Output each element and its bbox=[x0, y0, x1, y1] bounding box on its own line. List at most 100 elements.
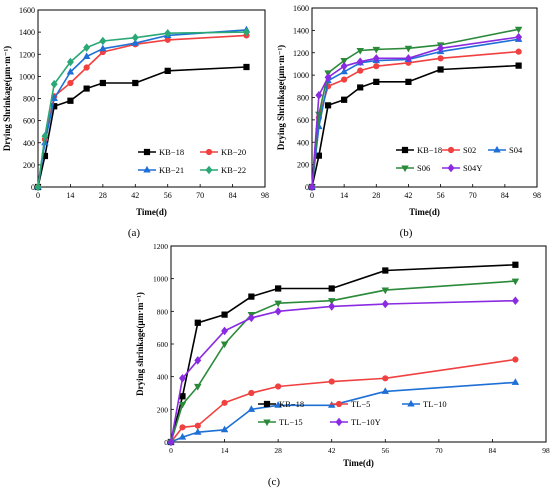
data-point bbox=[83, 85, 90, 92]
data-point bbox=[372, 54, 380, 63]
x-tick-label: 70 bbox=[196, 191, 204, 200]
legend-label: KB−21 bbox=[159, 165, 184, 175]
series-KB−18 bbox=[308, 62, 522, 191]
data-point bbox=[34, 182, 42, 192]
series-line bbox=[37, 34, 247, 188]
y-tick-label: 0 bbox=[164, 438, 168, 447]
series-KB−20 bbox=[34, 32, 250, 191]
data-point bbox=[179, 374, 186, 383]
data-point bbox=[194, 319, 201, 326]
x-tick-label: 14 bbox=[340, 191, 348, 200]
x-tick-label: 98 bbox=[542, 446, 550, 455]
data-point bbox=[67, 97, 74, 104]
legend-marker bbox=[143, 148, 151, 156]
data-point bbox=[50, 79, 58, 89]
legend-label: S04Y bbox=[463, 163, 482, 173]
panel-caption: (a) bbox=[128, 227, 141, 239]
y-tick-label: 1200 bbox=[293, 49, 309, 58]
x-tick-label: 84 bbox=[489, 446, 497, 455]
y-axis-label: Drying Shrinkage(μm·m⁻¹) bbox=[2, 46, 12, 151]
y-tick-label: 0 bbox=[31, 183, 35, 192]
legend-marker bbox=[493, 145, 501, 153]
legend-label: S02 bbox=[463, 145, 476, 155]
legend: KB−18 S02 S04 S06 S04Y bbox=[396, 145, 523, 173]
legend-label: KB−18 bbox=[279, 399, 304, 409]
data-point bbox=[511, 378, 520, 385]
x-tick-label: 70 bbox=[435, 446, 443, 455]
y-tick-label: 400 bbox=[157, 373, 169, 382]
legend-label: KB−20 bbox=[221, 147, 246, 157]
data-point bbox=[328, 302, 336, 311]
legend-marker bbox=[205, 165, 213, 175]
x-axis-label: Time(d) bbox=[136, 207, 167, 217]
data-point bbox=[515, 32, 523, 42]
legend-marker bbox=[335, 417, 343, 427]
data-point bbox=[405, 78, 412, 85]
data-point bbox=[340, 58, 348, 65]
data-point bbox=[404, 54, 412, 63]
legend-marker bbox=[205, 148, 213, 156]
data-point bbox=[194, 428, 202, 435]
y-tick-label: 1200 bbox=[153, 242, 168, 251]
data-point bbox=[220, 341, 229, 349]
series-KB−18 bbox=[167, 261, 519, 446]
y-tick-label: 600 bbox=[297, 116, 309, 125]
legend: KB−18 TL−5 TL−10 TL−15 TL−10Y bbox=[258, 399, 447, 427]
data-point bbox=[179, 424, 186, 431]
legend-marker bbox=[143, 165, 151, 173]
data-point bbox=[178, 432, 187, 440]
series-KB−21 bbox=[34, 25, 251, 190]
data-point bbox=[341, 96, 348, 103]
series-line bbox=[37, 31, 247, 188]
panel-caption: (c) bbox=[268, 476, 281, 488]
data-point bbox=[404, 45, 413, 53]
x-tick-label: 42 bbox=[404, 191, 412, 200]
series-line bbox=[311, 28, 519, 188]
x-tick-label: 14 bbox=[66, 191, 74, 200]
series-line bbox=[170, 299, 516, 443]
y-tick-label: 1000 bbox=[153, 275, 168, 284]
data-point bbox=[511, 296, 519, 305]
y-tick-label: 1000 bbox=[19, 72, 35, 81]
data-point bbox=[274, 300, 282, 308]
x-tick-label: 42 bbox=[328, 446, 336, 455]
data-point bbox=[167, 437, 175, 447]
y-tick-label: 200 bbox=[297, 161, 309, 170]
legend-label: KB−18 bbox=[159, 147, 184, 157]
y-tick-label: 1200 bbox=[19, 50, 35, 59]
x-tick-label: 0 bbox=[310, 191, 314, 200]
legend-marker bbox=[263, 419, 271, 427]
data-point bbox=[83, 64, 90, 71]
x-axis-label: Time(d) bbox=[409, 207, 440, 217]
legend-marker bbox=[447, 146, 455, 154]
x-tick-label: 42 bbox=[131, 191, 139, 200]
series-TL−15 bbox=[167, 278, 520, 447]
y-tick-label: 200 bbox=[23, 161, 35, 170]
legend-label: TL−5 bbox=[351, 399, 370, 409]
data-point bbox=[243, 63, 250, 71]
x-tick-label: 70 bbox=[469, 191, 477, 200]
data-point bbox=[308, 182, 316, 192]
legend-marker bbox=[401, 165, 409, 173]
legend-label: TL−10Y bbox=[351, 417, 381, 427]
data-point bbox=[515, 48, 522, 55]
series-line bbox=[170, 264, 516, 443]
series-S06 bbox=[308, 26, 523, 192]
x-tick-label: 0 bbox=[169, 446, 173, 455]
data-point bbox=[179, 393, 186, 400]
x-tick-label: 98 bbox=[261, 191, 269, 200]
y-tick-label: 800 bbox=[23, 95, 35, 104]
legend-marker bbox=[407, 399, 415, 407]
data-point bbox=[274, 401, 282, 408]
data-point bbox=[373, 63, 380, 70]
legend-label: S06 bbox=[417, 163, 430, 173]
data-point bbox=[99, 36, 107, 46]
legend: KB−18 KB−20 KB−21 KB−22 bbox=[138, 147, 246, 175]
legend-label: KB−18 bbox=[417, 145, 442, 155]
data-point bbox=[340, 61, 348, 71]
data-point bbox=[99, 79, 106, 87]
legend-marker bbox=[263, 400, 271, 408]
data-point bbox=[514, 26, 523, 34]
y-tick-label: 800 bbox=[157, 307, 169, 316]
